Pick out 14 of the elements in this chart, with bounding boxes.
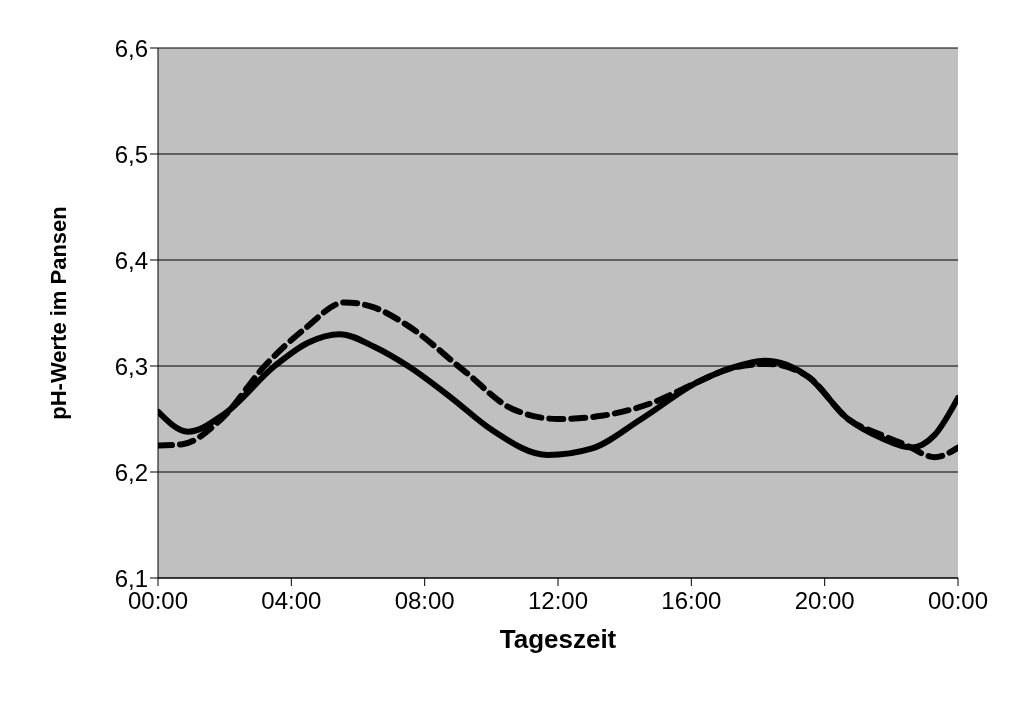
y-tick-label: 6,6	[114, 34, 148, 62]
x-tick-label: 16:00	[661, 587, 722, 615]
x-tick-label: 20:00	[794, 587, 855, 615]
y-tick-label: 6,3	[114, 352, 148, 380]
x-tick-label: 00:00	[927, 587, 989, 615]
y-axis-title: pH-Werte im Pansen	[45, 206, 71, 420]
x-tick-label: 04:00	[261, 587, 322, 615]
x-axis-title: Tageszeit	[499, 624, 617, 654]
y-tick-label: 6,5	[114, 140, 148, 168]
x-tick-label: 08:00	[394, 587, 455, 615]
y-tick-label: 6,4	[114, 246, 148, 274]
x-tick-label: 12:00	[527, 587, 589, 615]
y-tick-label: 6,2	[114, 458, 148, 486]
y-tick-label: 6,1	[114, 564, 148, 592]
